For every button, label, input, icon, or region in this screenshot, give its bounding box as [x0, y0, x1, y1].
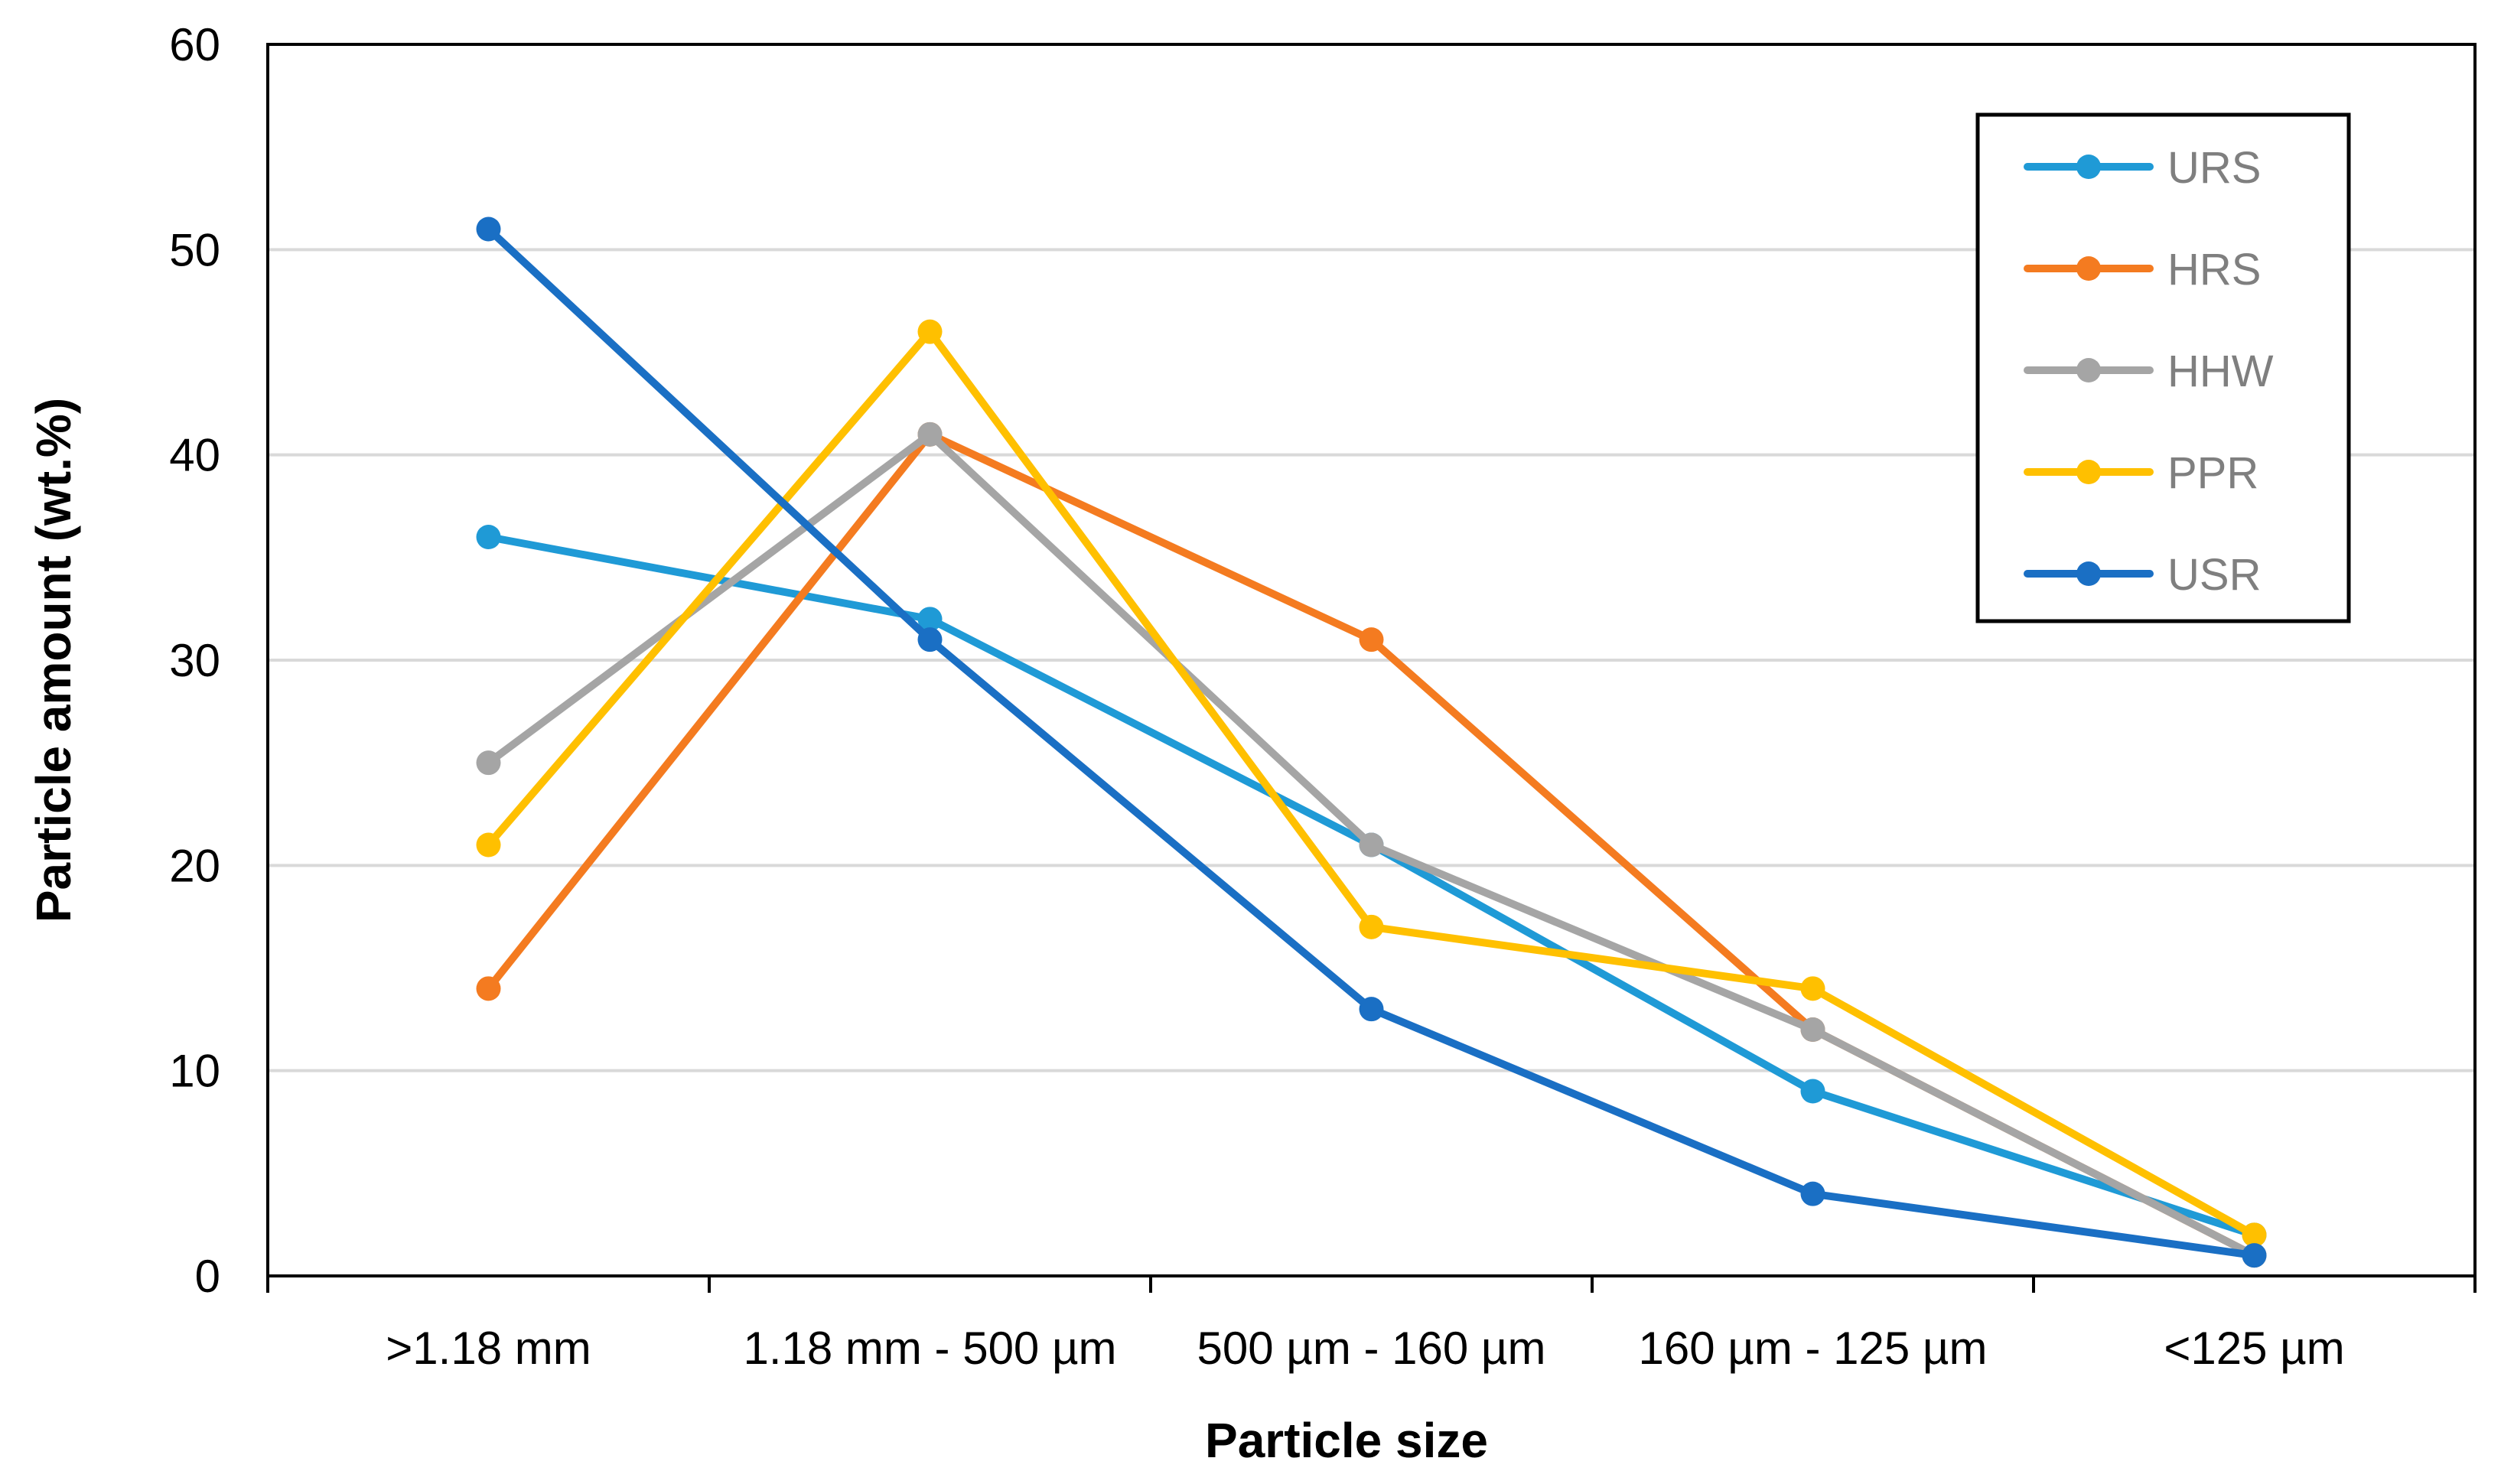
plot-area-border — [266, 43, 2477, 1277]
series-hhw — [476, 421, 2267, 1268]
y-tick-label: 0 — [195, 1251, 220, 1302]
x-tick-label: 500 µm - 160 µm — [1197, 1323, 1546, 1374]
y-tick-label: 60 — [169, 19, 220, 70]
data-point-hhw — [1359, 832, 1384, 858]
data-point-hrs — [1359, 627, 1384, 653]
legend: URS HRS HHW PPR USR — [1975, 112, 2351, 623]
legend-swatch-marker — [2076, 358, 2101, 382]
legend-label: PPR — [2167, 448, 2258, 498]
y-tick-label: 30 — [169, 635, 220, 686]
data-point-usr — [476, 216, 501, 242]
data-point-hhw — [917, 421, 943, 447]
legend-swatch-marker — [2076, 155, 2101, 179]
legend-label: USR — [2167, 550, 2261, 600]
x-tick-label: 1.18 mm - 500 µm — [743, 1323, 1116, 1374]
legend-item-urs: URS — [2024, 143, 2261, 193]
data-point-urs — [476, 525, 501, 549]
data-point-usr — [2242, 1243, 2267, 1268]
data-point-hhw — [1800, 1017, 1825, 1042]
data-point-hrs — [476, 976, 501, 1001]
y-tick-label: 50 — [169, 224, 220, 275]
y-tick-label: 40 — [169, 430, 220, 481]
legend-swatch-marker — [2076, 256, 2101, 281]
series-usr — [476, 216, 2267, 1268]
legend-label: HHW — [2167, 347, 2274, 396]
x-axis-title: Particle size — [1205, 1413, 1488, 1468]
legend-item-hrs: HRS — [2024, 245, 2261, 295]
data-point-ppr — [2242, 1222, 2267, 1248]
data-point-hhw — [476, 750, 501, 776]
data-point-ppr — [476, 832, 501, 858]
y-axis-title: Particle amount (wt.%) — [26, 398, 81, 923]
legend-label: HRS — [2167, 245, 2261, 295]
data-point-usr — [1359, 997, 1384, 1022]
legend-item-hhw: HHW — [2024, 347, 2274, 396]
legend-item-ppr: PPR — [2024, 448, 2258, 498]
legend-swatch-marker — [2076, 561, 2101, 586]
x-tick-label: <125 µm — [2164, 1323, 2344, 1374]
legend-swatch-marker — [2076, 460, 2101, 484]
series-group — [476, 216, 2267, 1268]
legend-label: URS — [2167, 143, 2261, 193]
data-point-ppr — [1359, 914, 1384, 939]
data-point-ppr — [917, 319, 943, 344]
data-point-urs — [917, 607, 943, 632]
x-tick-label: >1.18 mm — [386, 1323, 591, 1374]
y-tick-label: 10 — [169, 1046, 220, 1097]
y-tick-label: 20 — [169, 840, 220, 891]
data-point-ppr — [1800, 976, 1825, 1001]
x-tick-label: 160 µm - 125 µm — [1639, 1323, 1988, 1374]
axes: 0 10 20 30 40 50 60 >1.18 mm 1.18 mm - 500 µm 500… — [169, 19, 2477, 1374]
data-point-usr — [1800, 1181, 1825, 1206]
legend-item-usr: USR — [2024, 550, 2261, 600]
data-point-usr — [917, 627, 943, 653]
data-point-urs — [1800, 1079, 1825, 1104]
